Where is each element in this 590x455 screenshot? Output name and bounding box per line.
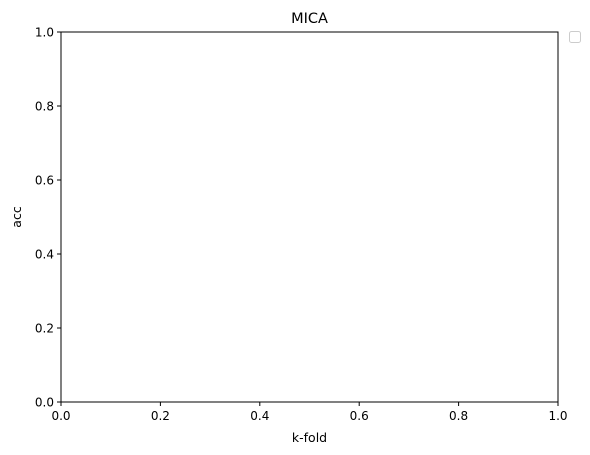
legend (569, 31, 581, 43)
y-tick-label: 1.0 (35, 26, 54, 40)
x-tick-label: 0.2 (151, 409, 170, 423)
plot-area: 0.0 0.2 0.4 0.6 0.8 1.0 0.0 0.2 0.4 0.6 0.8 1.0 (35, 26, 568, 424)
chart-title: MICA (291, 11, 328, 27)
x-ticks: 0.0 0.2 0.4 0.6 0.8 1.0 (51, 402, 568, 423)
y-tick-label: 0.4 (35, 248, 54, 262)
x-tick-label: 0.8 (449, 409, 468, 423)
legend-box (569, 31, 581, 43)
plot-frame (60, 31, 559, 403)
x-tick-label: 0.6 (350, 409, 369, 423)
y-tick-label: 0.2 (35, 322, 54, 336)
y-tick-label: 0.0 (35, 396, 54, 410)
y-ticks: 0.0 0.2 0.4 0.6 0.8 1.0 (35, 26, 61, 410)
x-axis-label: k-fold (292, 430, 327, 445)
x-tick-label: 1.0 (548, 409, 567, 423)
x-tick-label: 0.0 (51, 409, 70, 423)
y-tick-label: 0.6 (35, 174, 54, 188)
y-axis-label: acc (9, 206, 24, 228)
y-tick-label: 0.8 (35, 100, 54, 114)
plot-background (61, 32, 558, 402)
x-tick-label: 0.4 (250, 409, 269, 423)
